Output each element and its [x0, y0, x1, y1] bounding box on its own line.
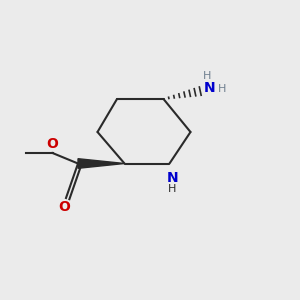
Text: H: H — [168, 184, 177, 194]
Text: N: N — [204, 81, 215, 94]
Text: H: H — [218, 83, 226, 94]
Text: O: O — [46, 137, 58, 151]
Polygon shape — [78, 159, 124, 168]
Text: H: H — [203, 70, 211, 81]
Text: N: N — [167, 171, 178, 185]
Text: O: O — [58, 200, 70, 214]
